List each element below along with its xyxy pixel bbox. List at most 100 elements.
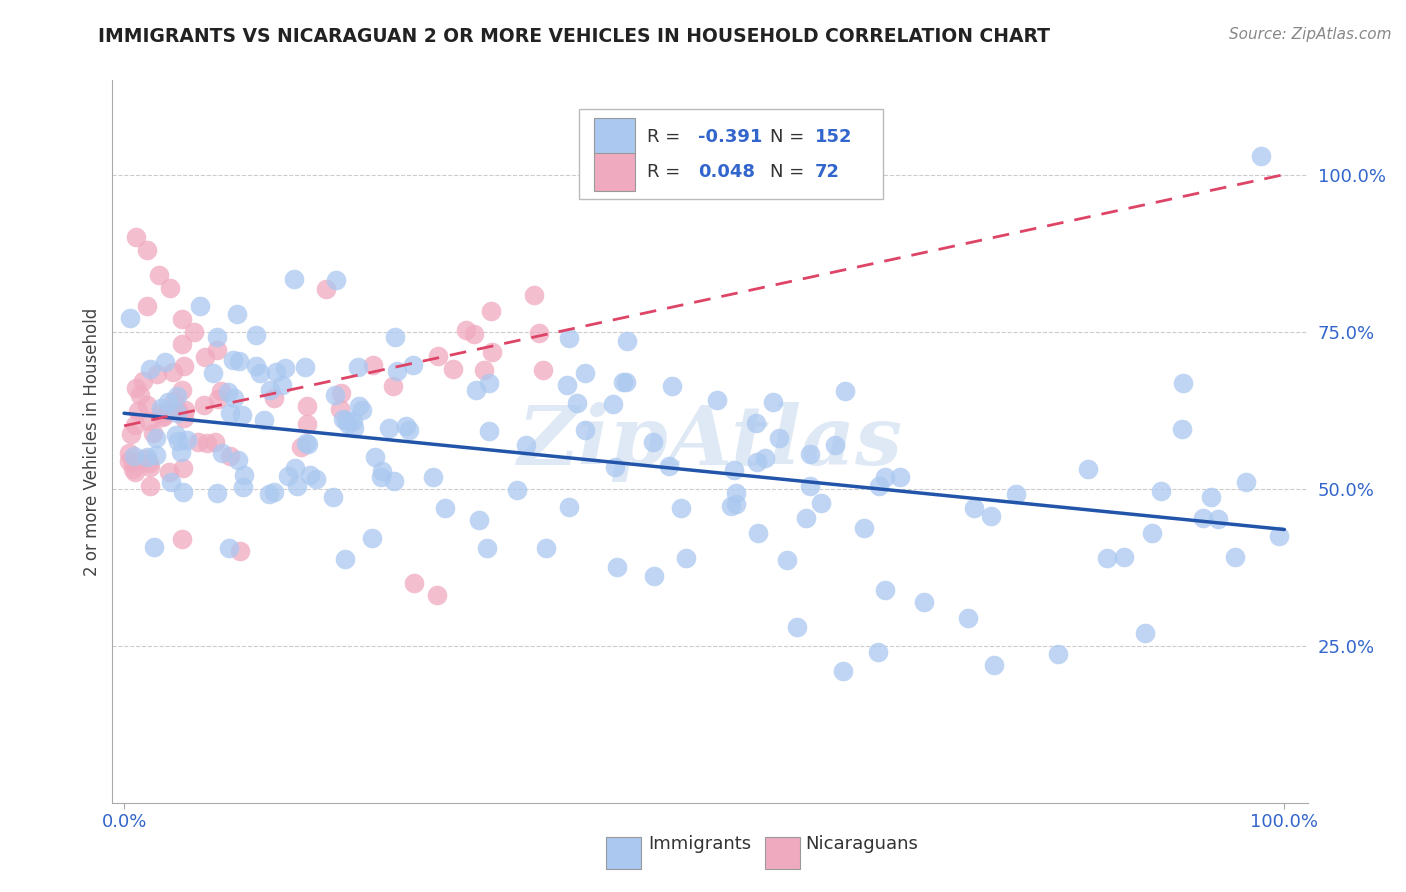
Point <box>332 412 354 426</box>
Point <box>285 478 308 492</box>
Point <box>134 452 156 467</box>
Point <box>724 497 747 511</box>
Point <box>138 414 160 428</box>
Point <box>139 459 162 474</box>
Point <box>188 299 211 313</box>
Point <box>574 423 596 437</box>
Point <box>132 374 155 388</box>
Point <box>142 425 165 440</box>
Point <box>217 385 239 400</box>
Point <box>136 398 159 412</box>
Text: Source: ZipAtlas.com: Source: ZipAtlas.com <box>1229 27 1392 42</box>
Point <box>658 458 681 473</box>
Point <box>762 394 785 409</box>
Point <box>121 461 143 475</box>
Text: N =: N = <box>770 128 810 145</box>
Point <box>643 569 665 583</box>
Point <box>371 464 394 478</box>
Point <box>294 435 316 450</box>
Point <box>1171 376 1194 391</box>
Point <box>1223 550 1246 565</box>
Point <box>173 359 195 374</box>
Point <box>336 417 359 432</box>
Point <box>124 418 146 433</box>
Point <box>231 409 253 423</box>
Point <box>222 353 245 368</box>
Point <box>534 541 557 555</box>
Point <box>1114 550 1136 565</box>
Point <box>1199 490 1222 504</box>
Point <box>1206 511 1229 525</box>
Point <box>145 431 167 445</box>
Point <box>606 559 628 574</box>
Point <box>873 470 896 484</box>
Point <box>273 360 295 375</box>
FancyBboxPatch shape <box>765 838 800 870</box>
FancyBboxPatch shape <box>595 118 634 155</box>
Point <box>183 325 205 339</box>
Point <box>222 391 245 405</box>
Point <box>172 312 194 326</box>
Point <box>669 500 692 515</box>
Point <box>768 431 790 445</box>
Point <box>118 446 141 460</box>
Point <box>157 465 180 479</box>
Point <box>145 449 167 463</box>
Point <box>1150 484 1173 499</box>
Point <box>675 551 697 566</box>
Point <box>195 436 218 450</box>
Point <box>567 396 589 410</box>
Point <box>205 330 228 344</box>
Point <box>138 456 160 470</box>
Point <box>263 484 285 499</box>
Text: ZipAtlas: ZipAtlas <box>517 401 903 482</box>
Point <box>172 532 194 546</box>
Point <box>398 423 420 437</box>
Text: 0.048: 0.048 <box>699 163 755 181</box>
Point <box>384 330 406 344</box>
Point <box>381 379 404 393</box>
Point <box>284 461 307 475</box>
Point <box>329 385 352 400</box>
Point <box>290 440 312 454</box>
Point <box>824 438 846 452</box>
Point <box>643 435 665 450</box>
Point <box>441 361 464 376</box>
Point <box>315 282 337 296</box>
Point <box>873 582 896 597</box>
Point <box>228 354 250 368</box>
Point <box>361 532 384 546</box>
Point <box>139 479 162 493</box>
Point <box>166 389 188 403</box>
Point <box>868 479 890 493</box>
Point <box>378 421 401 435</box>
Point <box>468 513 491 527</box>
Point <box>754 450 776 465</box>
Point <box>218 541 240 556</box>
Point <box>207 486 229 500</box>
Point <box>295 417 318 431</box>
Point <box>465 383 488 397</box>
Point <box>723 462 745 476</box>
Point <box>983 657 1005 672</box>
Point <box>980 509 1002 524</box>
Point <box>1171 422 1194 436</box>
Point <box>232 480 254 494</box>
Point <box>463 326 485 341</box>
Point <box>1250 149 1272 163</box>
Point <box>478 424 501 438</box>
Point <box>124 465 146 479</box>
Point <box>257 487 280 501</box>
Point <box>477 541 499 555</box>
Point <box>127 403 149 417</box>
Point <box>253 413 276 427</box>
Point <box>329 401 352 416</box>
Point <box>401 358 423 372</box>
Point <box>395 418 418 433</box>
Point <box>263 391 285 405</box>
Point <box>172 461 194 475</box>
Text: -0.391: -0.391 <box>699 128 762 145</box>
Point <box>661 379 683 393</box>
Point <box>283 271 305 285</box>
Point <box>294 359 316 374</box>
